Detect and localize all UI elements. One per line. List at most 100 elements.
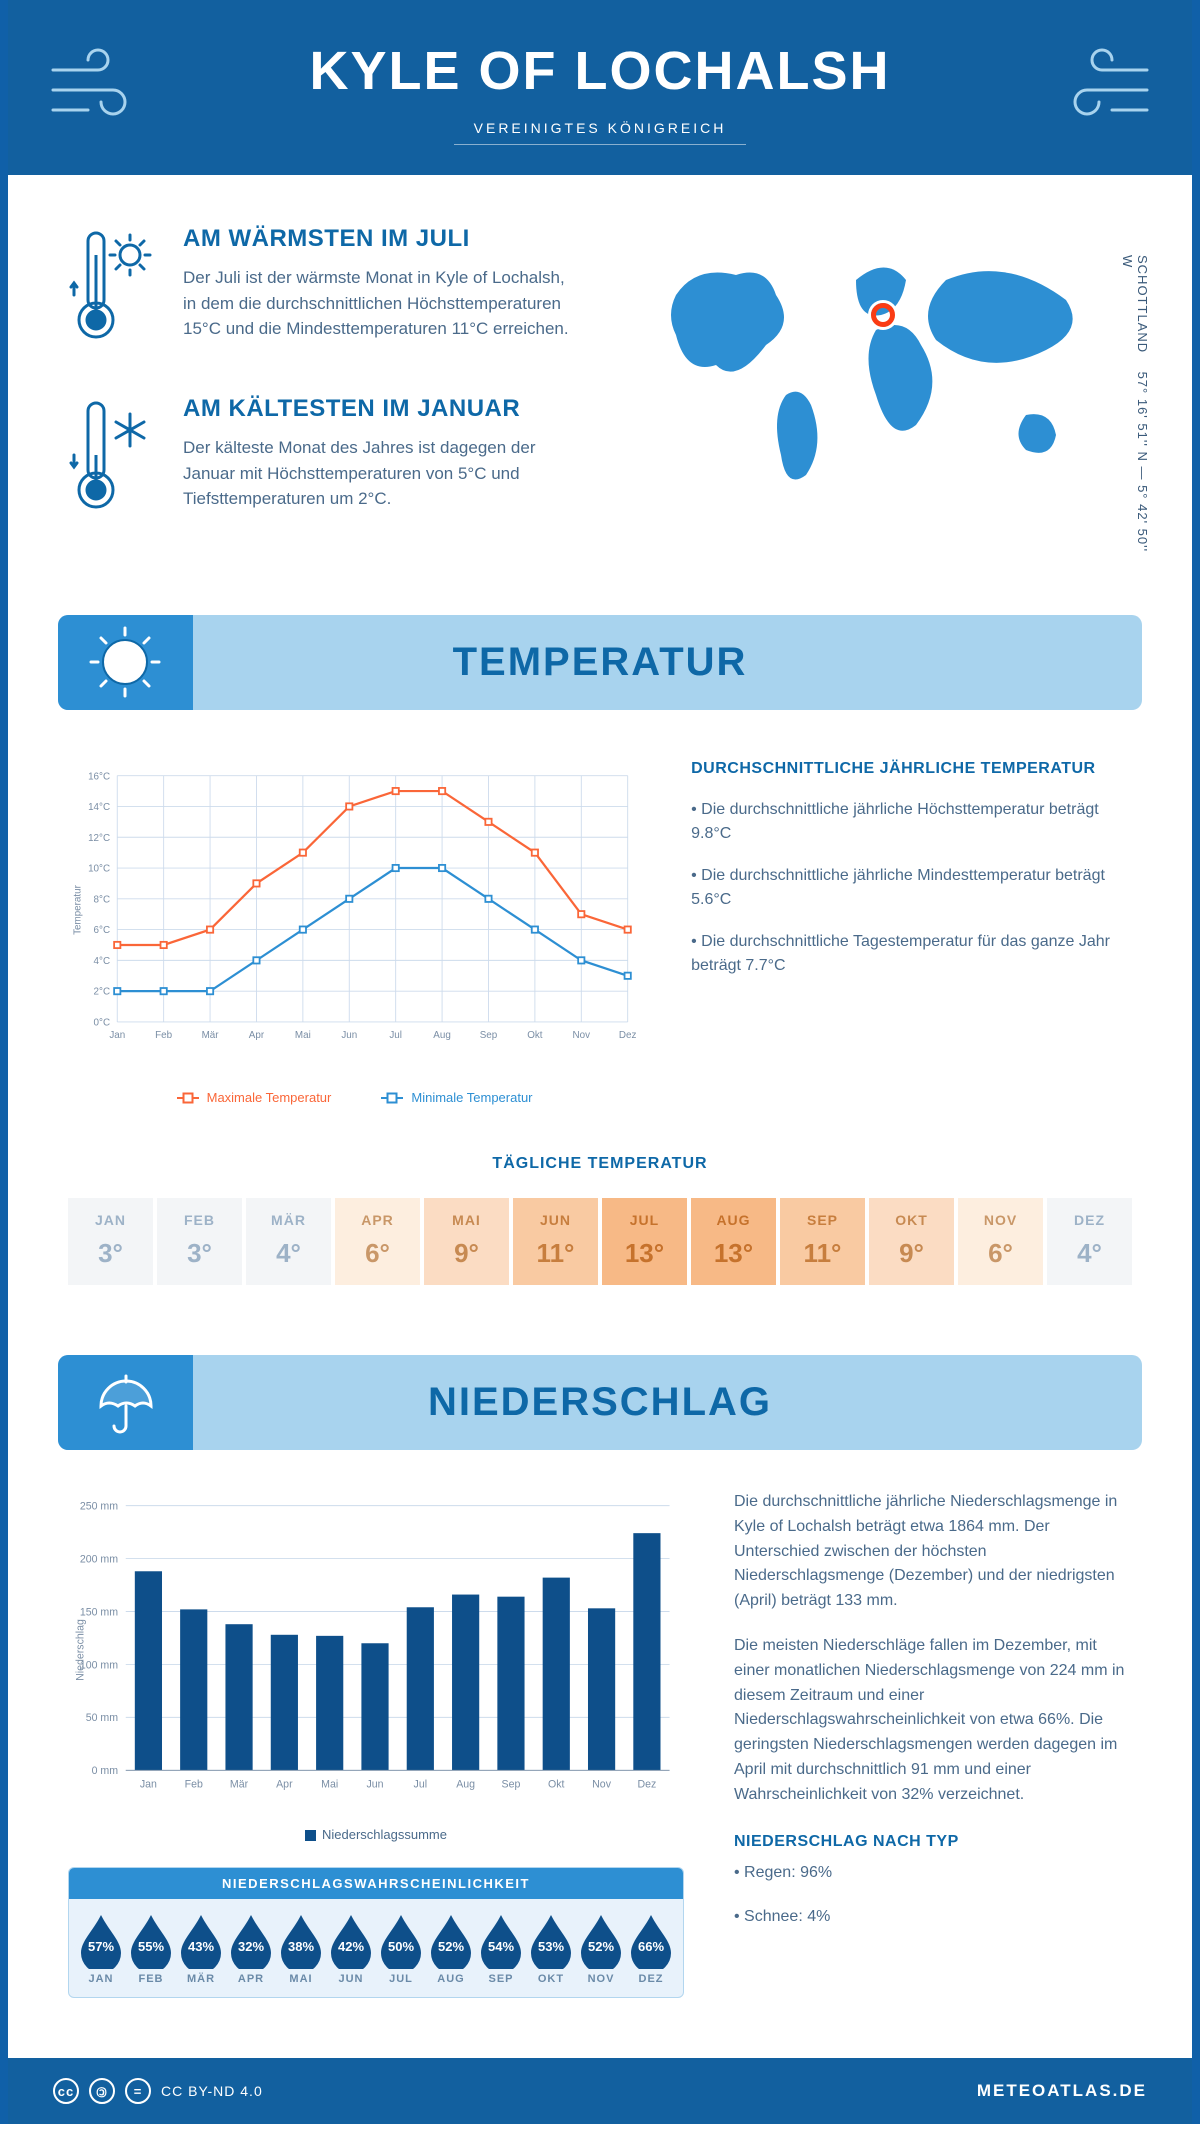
svg-text:6°C: 6°C	[94, 925, 111, 936]
map-marker-icon	[871, 303, 895, 327]
section-title: TEMPERATUR	[58, 640, 1142, 685]
svg-text:Aug: Aug	[433, 1030, 451, 1041]
probability-drop: 50%JUL	[379, 1913, 423, 1985]
fact-warmest: AM WÄRMSTEN IM JULI Der Juli ist der wär…	[68, 225, 580, 350]
section-bar-temperature: TEMPERATUR	[58, 615, 1142, 710]
svg-text:Temperatur: Temperatur	[73, 884, 84, 935]
probability-drop: 52%AUG	[429, 1913, 473, 1985]
probability-drop: 43%MÄR	[179, 1913, 223, 1985]
section-bar-precipitation: NIEDERSCHLAG	[58, 1355, 1142, 1450]
world-map: SCHOTTLAND 57° 16' 51'' N — 5° 42' 50'' …	[620, 225, 1132, 565]
svg-text:Dez: Dez	[637, 1779, 656, 1791]
daily-temp-cell: JUN11°	[513, 1198, 598, 1285]
wind-icon	[48, 35, 158, 135]
fact-title: AM KÄLTESTEN IM JANUAR	[183, 395, 580, 423]
svg-text:16°C: 16°C	[88, 771, 110, 782]
brand: METEOATLAS.DE	[977, 2081, 1147, 2101]
daily-temp-cell: AUG13°	[691, 1198, 776, 1285]
svg-text:Jan: Jan	[140, 1779, 157, 1791]
fact-title: AM WÄRMSTEN IM JULI	[183, 225, 580, 253]
header: KYLE OF LOCHALSH VEREINIGTES KÖNIGREICH	[8, 0, 1192, 175]
svg-text:250 mm: 250 mm	[80, 1500, 118, 1512]
precipitation-probability: NIEDERSCHLAGSWAHRSCHEINLICHKEIT 57%JAN55…	[68, 1867, 684, 1998]
daily-temp-cell: OKT9°	[869, 1198, 954, 1285]
cc-icon: cc	[53, 2078, 79, 2104]
daily-temp-cell: DEZ4°	[1047, 1198, 1132, 1285]
chart-legend: Maximale Temperatur Minimale Temperatur	[68, 1090, 641, 1105]
probability-drop: 52%NOV	[579, 1913, 623, 1985]
probability-drop: 32%APR	[229, 1913, 273, 1985]
daily-temp-cell: NOV6°	[958, 1198, 1043, 1285]
footer: cc 🄯 = CC BY-ND 4.0 METEOATLAS.DE	[8, 2058, 1192, 2124]
svg-text:Okt: Okt	[548, 1779, 565, 1791]
svg-text:Sep: Sep	[502, 1779, 521, 1791]
fact-coldest: AM KÄLTESTEN IM JANUAR Der kälteste Mona…	[68, 395, 580, 520]
wind-icon	[1042, 35, 1152, 135]
page-subtitle: VEREINIGTES KÖNIGREICH	[454, 120, 747, 145]
svg-text:Jul: Jul	[414, 1779, 428, 1791]
svg-text:Mai: Mai	[295, 1030, 311, 1041]
daily-temp-cell: FEB3°	[157, 1198, 242, 1285]
daily-temperature-table: TÄGLICHE TEMPERATUR JAN3°FEB3°MÄR4°APR6°…	[8, 1135, 1192, 1335]
temperature-line-chart: 0°C2°C4°C6°C8°C10°C12°C14°C16°CJanFebMär…	[68, 750, 641, 1105]
daily-temp-cell: MÄR4°	[246, 1198, 331, 1285]
fact-text: Der kälteste Monat des Jahres ist dagege…	[183, 435, 580, 512]
svg-text:Nov: Nov	[573, 1030, 591, 1041]
probability-drop: 55%FEB	[129, 1913, 173, 1985]
probability-drop: 38%MAI	[279, 1913, 323, 1985]
svg-text:Mai: Mai	[321, 1779, 338, 1791]
daily-temp-cell: SEP11°	[780, 1198, 865, 1285]
svg-text:4°C: 4°C	[94, 956, 111, 967]
license: cc 🄯 = CC BY-ND 4.0	[53, 2078, 263, 2104]
svg-text:50 mm: 50 mm	[86, 1712, 119, 1724]
probability-drop: 53%OKT	[529, 1913, 573, 1985]
fact-text: Der Juli ist der wärmste Monat in Kyle o…	[183, 265, 580, 342]
svg-text:Dez: Dez	[619, 1030, 637, 1041]
svg-text:0 mm: 0 mm	[92, 1765, 119, 1777]
svg-text:0°C: 0°C	[94, 1018, 111, 1029]
page-title: KYLE OF LOCHALSH	[48, 40, 1152, 102]
probability-drop: 66%DEZ	[629, 1913, 673, 1985]
precipitation-text: Die durchschnittliche jährliche Niedersc…	[734, 1490, 1132, 1998]
svg-text:8°C: 8°C	[94, 894, 111, 905]
probability-drop: 57%JAN	[79, 1913, 123, 1985]
svg-text:Apr: Apr	[276, 1779, 293, 1791]
svg-text:Feb: Feb	[155, 1030, 172, 1041]
svg-text:Sep: Sep	[480, 1030, 498, 1041]
svg-text:Apr: Apr	[249, 1030, 265, 1041]
svg-text:10°C: 10°C	[88, 864, 110, 875]
svg-text:2°C: 2°C	[94, 987, 111, 998]
coordinates: SCHOTTLAND 57° 16' 51'' N — 5° 42' 50'' …	[1120, 255, 1150, 565]
temperature-notes: DURCHSCHNITTLICHE JÄHRLICHE TEMPERATUR •…	[691, 750, 1132, 1105]
daily-temp-cell: MAI9°	[424, 1198, 509, 1285]
world-map-icon	[620, 225, 1132, 505]
thermometer-sun-icon	[68, 225, 158, 345]
probability-drop: 42%JUN	[329, 1913, 373, 1985]
daily-temp-cell: JUL13°	[602, 1198, 687, 1285]
umbrella-icon	[91, 1368, 161, 1438]
svg-text:Jun: Jun	[366, 1779, 383, 1791]
svg-text:Okt: Okt	[527, 1030, 543, 1041]
svg-text:Aug: Aug	[456, 1779, 475, 1791]
svg-text:Jul: Jul	[389, 1030, 402, 1041]
nd-icon: =	[125, 2078, 151, 2104]
sun-icon	[88, 625, 163, 700]
precipitation-bar-chart: 0 mm50 mm100 mm150 mm200 mm250 mmNieders…	[68, 1490, 684, 1998]
by-icon: 🄯	[89, 2078, 115, 2104]
probability-drop: 54%SEP	[479, 1913, 523, 1985]
svg-text:Jan: Jan	[109, 1030, 125, 1041]
svg-text:14°C: 14°C	[88, 802, 110, 813]
intro-section: AM WÄRMSTEN IM JULI Der Juli ist der wär…	[8, 175, 1192, 595]
section-title: NIEDERSCHLAG	[58, 1380, 1142, 1425]
svg-text:Nov: Nov	[592, 1779, 612, 1791]
svg-text:150 mm: 150 mm	[80, 1606, 118, 1618]
svg-text:Niederschlag: Niederschlag	[74, 1619, 86, 1681]
daily-temp-cell: JAN3°	[68, 1198, 153, 1285]
svg-text:Jun: Jun	[341, 1030, 357, 1041]
daily-temp-cell: APR6°	[335, 1198, 420, 1285]
svg-text:Mär: Mär	[230, 1779, 249, 1791]
thermometer-snow-icon	[68, 395, 158, 515]
svg-text:200 mm: 200 mm	[80, 1553, 118, 1565]
svg-text:Mär: Mär	[202, 1030, 220, 1041]
svg-text:Feb: Feb	[185, 1779, 203, 1791]
